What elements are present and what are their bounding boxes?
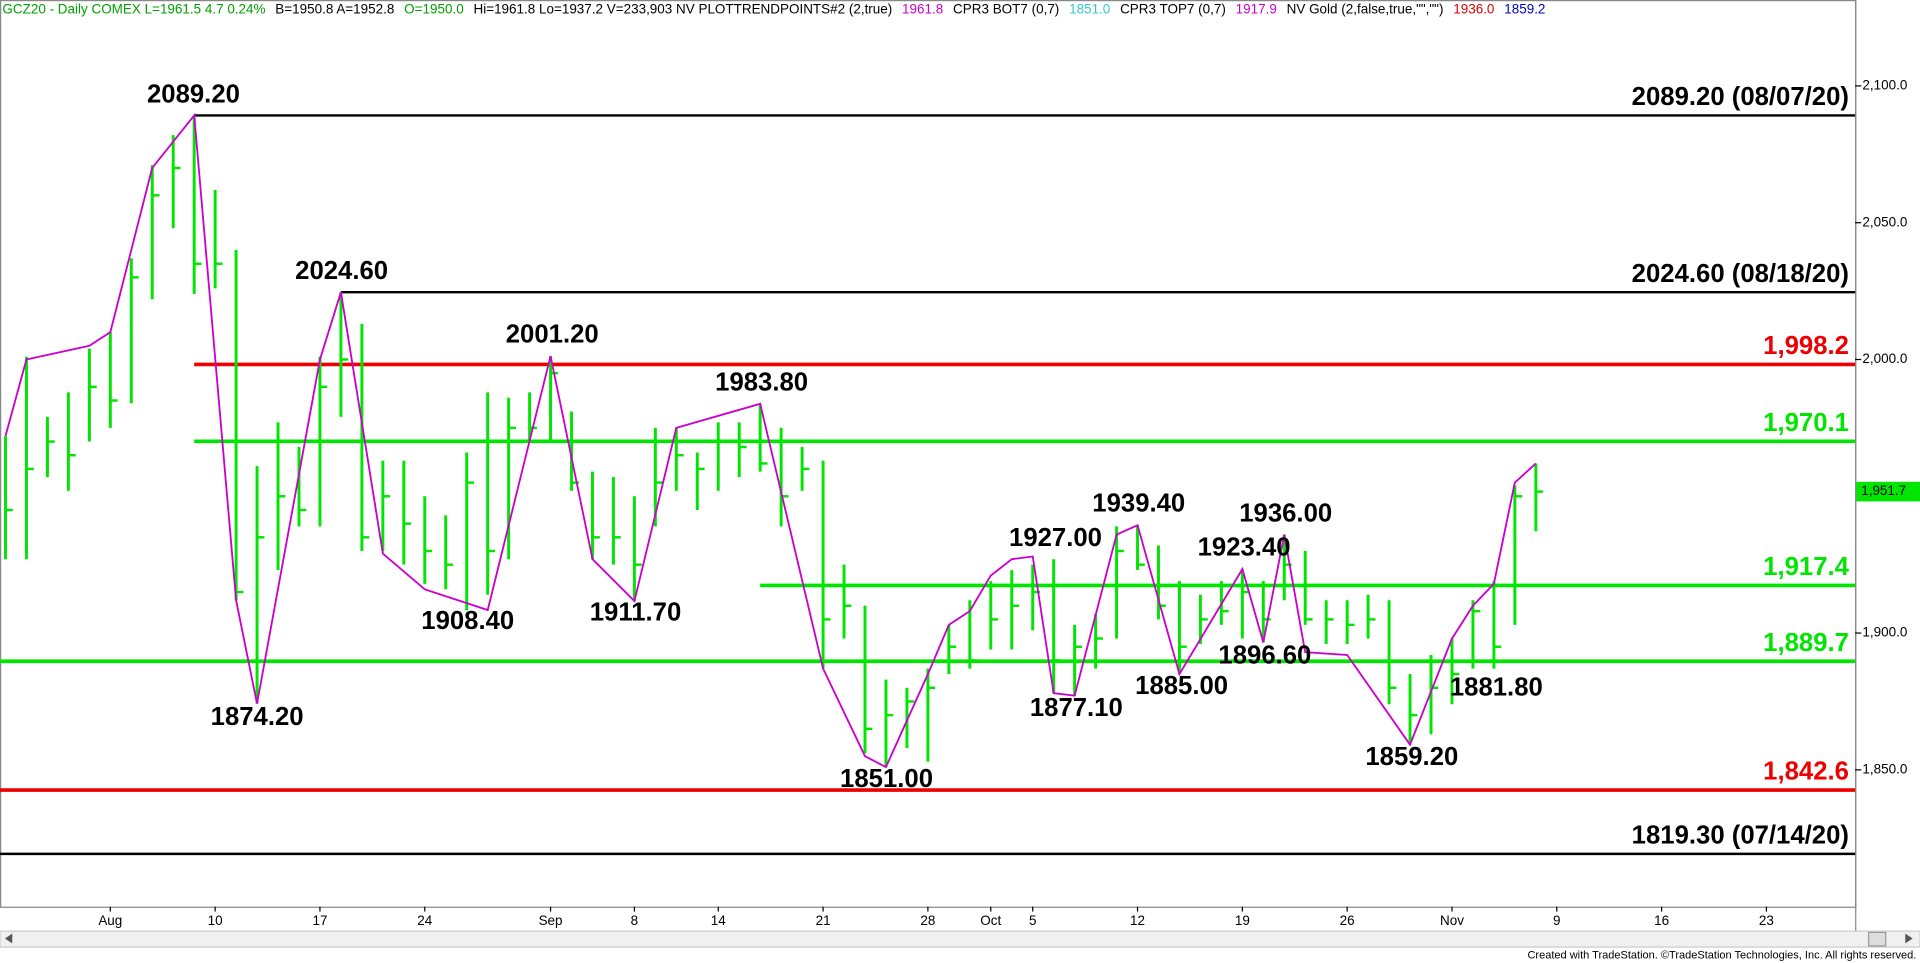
x-tick-label: 14	[711, 913, 726, 928]
x-tick-label: 17	[312, 913, 327, 928]
header-text: 1859.2	[1504, 1, 1545, 16]
pivot-label: 1927.00	[1009, 524, 1102, 552]
last-price-box	[1856, 481, 1920, 502]
trend-line	[4, 113, 1537, 769]
pivot-label: 1983.80	[715, 368, 808, 396]
pivot-label: 1885.00	[1135, 672, 1228, 700]
y-tick-label: 2,000.0	[1862, 351, 1907, 366]
pivot-label: 2089.20	[147, 80, 240, 108]
x-tick-label: 16	[1654, 913, 1669, 928]
scrollbar[interactable]	[0, 930, 1920, 948]
x-tick-label: 23	[1759, 913, 1774, 928]
pivot-label: 1896.60	[1218, 641, 1311, 669]
header-text: 1851.0	[1069, 1, 1110, 16]
x-tick-label: 10	[208, 913, 223, 928]
level-label: 2024.60 (08/18/20)	[1632, 260, 1849, 288]
pivot-label: 1908.40	[421, 607, 514, 635]
x-tick-label: 21	[816, 913, 831, 928]
scroll-thumb[interactable]	[1867, 931, 1887, 947]
scroll-right[interactable]	[1905, 933, 1913, 944]
pivot-label: 1911.70	[590, 599, 682, 627]
pivot-label: 1939.40	[1092, 490, 1185, 518]
header-text: B=1950.8 A=1952.8	[275, 1, 394, 16]
header-text: Hi=1961.8 Lo=1937.2 V=233,903 NV PLOTTRE…	[473, 1, 892, 16]
header-text: 1917.9	[1236, 1, 1277, 16]
y-tick-label: 2,100.0	[1862, 77, 1907, 92]
level-label: 1,998.2	[1763, 332, 1849, 360]
pivot-label: 1881.80	[1450, 673, 1543, 701]
x-tick-label: Aug	[98, 913, 122, 928]
header-text: CPR3 BOT7 (0,7)	[953, 1, 1059, 16]
x-tick-label: 26	[1340, 913, 1355, 928]
pivot-label: 1936.00	[1239, 499, 1332, 527]
pivot-label: 1877.10	[1030, 694, 1123, 722]
y-tick-label: 2,050.0	[1862, 214, 1907, 229]
pivot-label: 2001.20	[506, 320, 599, 348]
level-label: 1,842.6	[1763, 758, 1849, 786]
x-tick-label: 24	[417, 913, 432, 928]
pivot-label: 2024.60	[295, 257, 388, 285]
x-tick-label: 28	[920, 913, 935, 928]
x-tick-label: 5	[1029, 913, 1036, 928]
x-tick-label: Sep	[539, 913, 563, 928]
y-tick-label: 1,900.0	[1862, 625, 1907, 640]
header-text: GCZ20 - Daily COMEX L=1961.5 4.7 0.24%	[2, 1, 265, 16]
pivot-label: 1851.00	[840, 765, 933, 793]
x-tick-label: 19	[1235, 913, 1250, 928]
level-label: 1819.30 (07/14/20)	[1632, 821, 1849, 849]
y-tick-label: 1,850.0	[1862, 761, 1907, 776]
scroll-left[interactable]	[4, 933, 13, 944]
x-tick-label: 9	[1553, 913, 1560, 928]
pivot-label: 1874.20	[211, 703, 304, 731]
x-tick-label: Nov	[1440, 913, 1464, 928]
last-price-label: 1,951.7	[1861, 483, 1906, 498]
header-text: NV Gold (2,false,true,"","")	[1287, 1, 1444, 16]
x-tick-label: 12	[1130, 913, 1145, 928]
pivot-label: 1923.40	[1198, 534, 1291, 562]
header-text: CPR3 TOP7 (0,7)	[1120, 1, 1226, 16]
x-tick-label: 8	[631, 913, 638, 928]
header-text: O=1950.0	[404, 1, 464, 16]
x-tick-label: Oct	[980, 913, 1001, 928]
level-label: 1,917.4	[1763, 553, 1849, 581]
header-text: 1936.0	[1453, 1, 1494, 16]
pivot-label: 1859.20	[1365, 743, 1458, 771]
header-text: 1961.8	[902, 1, 943, 16]
level-label: 1,889.7	[1763, 629, 1849, 657]
level-label: 2089.20 (08/07/20)	[1632, 83, 1849, 111]
footer: Created with TradeStation. ©TradeStation…	[1527, 950, 1916, 962]
level-label: 1,970.1	[1763, 409, 1849, 437]
